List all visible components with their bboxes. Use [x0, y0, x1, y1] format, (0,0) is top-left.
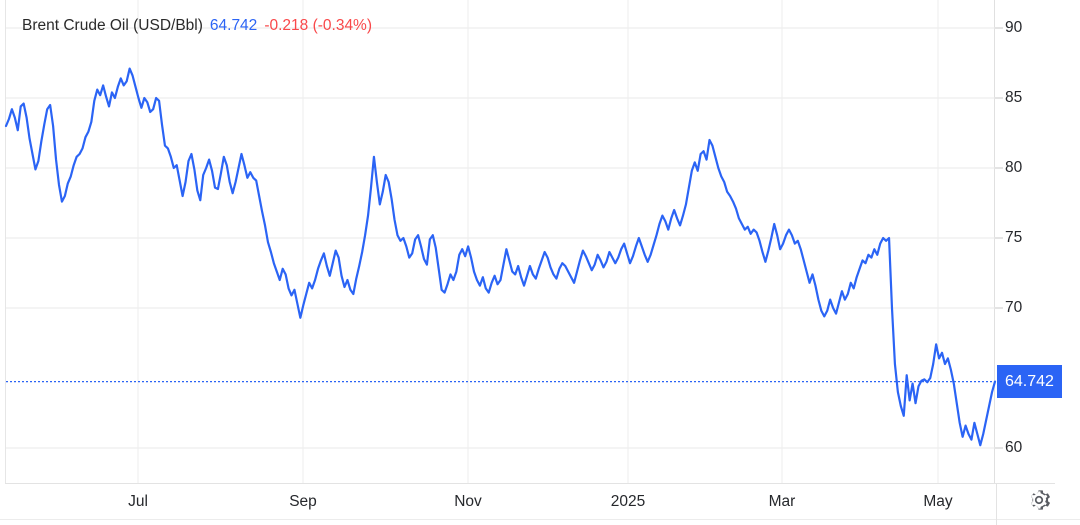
settings-gear-button[interactable] — [1026, 487, 1052, 513]
x-axis-label: 2025 — [610, 493, 646, 510]
x-axis-label: Nov — [454, 493, 482, 510]
y-axis-label: 75 — [1005, 229, 1023, 246]
y-axis-label: 80 — [1005, 159, 1023, 176]
x-axis-label: Mar — [768, 493, 796, 510]
y-axis-label: 60 — [1005, 439, 1023, 456]
right-axis-divider — [996, 483, 997, 525]
x-axis-label: May — [923, 493, 953, 510]
horizontal-gridlines — [6, 27, 995, 449]
gear-icon — [1031, 490, 1050, 510]
x-axis-label: Sep — [289, 493, 317, 510]
vertical-gridlines — [137, 0, 939, 483]
chart-header: Brent Crude Oil (USD/Bbl) 64.742 -0.218 … — [22, 18, 372, 34]
y-axis-ticks — [995, 27, 1003, 449]
y-axis-label: 90 — [1005, 19, 1023, 36]
instrument-title: Brent Crude Oil (USD/Bbl) — [22, 17, 203, 34]
last-price: 64.742 — [209, 17, 258, 34]
plot-area — [5, 0, 995, 483]
x-axis-label: Jul — [128, 493, 148, 510]
y-axis-label: 70 — [1005, 299, 1023, 316]
current-price-badge: 64.742 — [997, 365, 1062, 399]
price-line-series — [4, 67, 997, 447]
y-axis-label: 85 — [1005, 89, 1023, 106]
x-axis-line — [5, 483, 1055, 484]
bottom-divider — [0, 519, 1080, 520]
price-change: -0.218 (-0.34%) — [264, 17, 373, 34]
